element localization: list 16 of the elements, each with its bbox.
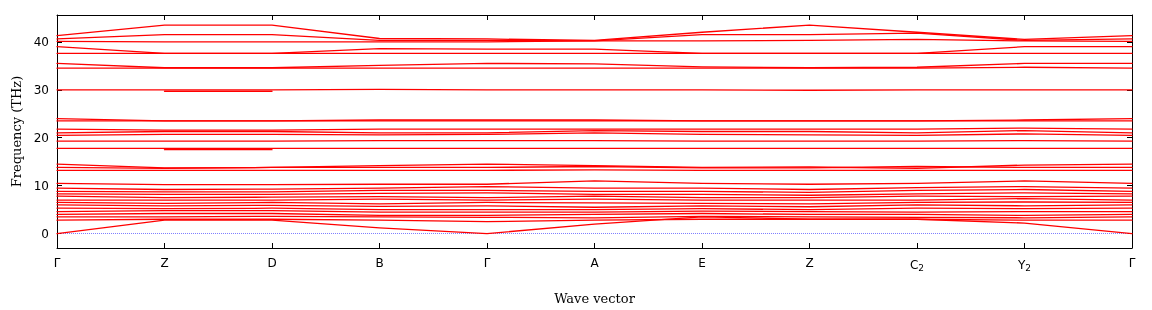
y-tick-label: 20 (33, 130, 49, 145)
x-tick-label: Γ (483, 256, 491, 270)
x-tick-label: B (375, 256, 384, 270)
x-tick-label: Γ (1128, 256, 1136, 270)
y-axis-title: Frequency (THz) (8, 75, 24, 188)
x-tick-label: Γ (53, 256, 61, 270)
y-tick-label: 0 (41, 226, 49, 241)
y-tick-label: 10 (33, 178, 49, 193)
y-tick-label: 40 (33, 34, 49, 49)
x-tick-label: Z (160, 256, 169, 270)
x-axis-title: Wave vector (554, 291, 636, 306)
x-tick-label: E (698, 256, 706, 270)
x-tick-label: A (590, 256, 600, 270)
x-tick-label: D (267, 256, 277, 270)
x-tick-label: Z (805, 256, 814, 270)
y-tick-label: 30 (33, 82, 49, 97)
